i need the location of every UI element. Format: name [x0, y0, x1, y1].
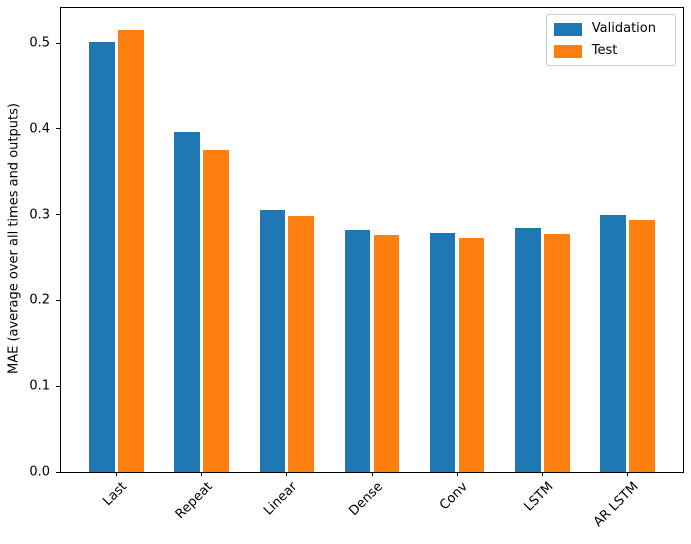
bar-test-ar-lstm	[629, 219, 655, 472]
y-tick-label: 0.5	[29, 35, 50, 51]
bar-test-last	[118, 30, 144, 472]
y-tick-label: 0.3	[29, 207, 50, 223]
legend-label-test: Test	[591, 43, 618, 58]
y-tick-mark	[56, 42, 60, 44]
bar-test-lstm	[544, 234, 570, 472]
bar-validation-lstm	[515, 228, 541, 472]
y-tick-label: 0.4	[29, 121, 50, 137]
bar-test-dense	[373, 235, 400, 472]
y-tick-mark	[56, 214, 60, 216]
x-tick-label-linear: Linear	[261, 479, 301, 519]
bar-validation-conv	[429, 232, 456, 472]
y-tick-mark	[56, 128, 60, 130]
y-tick-label: 0.2	[29, 292, 50, 308]
bar-validation-dense	[344, 230, 371, 472]
y-tick-label: 0.0	[29, 464, 50, 480]
legend-label-validation: Validation	[591, 21, 656, 36]
plot-area: 0.0 0.1 0.2 0.3 0.4 0.5 Last Repeat Linear Dense C…	[29, 7, 684, 530]
bar-test-repeat	[203, 149, 229, 472]
x-tick-mark	[371, 472, 373, 476]
bar-validation-linear	[259, 210, 286, 472]
legend-item-validation: Validation	[553, 21, 666, 36]
bar-test-linear	[288, 216, 315, 472]
x-tick-label-dense: Dense	[346, 479, 386, 519]
y-tick-mark	[56, 299, 60, 301]
x-tick-mark	[627, 472, 629, 476]
bar-validation-last	[89, 42, 115, 472]
x-tick-label-ar-lstm: AR LSTM	[590, 479, 642, 531]
bar-test-conv	[458, 237, 485, 472]
legend-swatch-validation	[553, 22, 582, 36]
y-tick-mark	[56, 471, 60, 473]
legend-item-test: Test	[553, 43, 666, 58]
x-tick-label-conv: Conv	[437, 479, 472, 514]
x-tick-mark	[286, 472, 288, 476]
y-tick-mark	[56, 385, 60, 387]
legend-swatch-test	[553, 44, 582, 58]
x-tick-label-repeat: Repeat	[172, 479, 216, 523]
x-tick-label-lstm: LSTM	[521, 479, 557, 515]
bar-validation-repeat	[174, 132, 200, 472]
x-tick-mark	[456, 472, 458, 476]
x-tick-mark	[115, 472, 117, 476]
x-tick-label-last: Last	[100, 479, 131, 510]
bar-validation-ar-lstm	[600, 214, 626, 472]
x-tick-mark	[541, 472, 543, 476]
y-tick-label: 0.1	[29, 378, 50, 394]
x-tick-mark	[201, 472, 203, 476]
legend: Validation Test	[545, 14, 676, 66]
y-axis-label: MAE (average over all times and outputs)	[6, 103, 22, 375]
